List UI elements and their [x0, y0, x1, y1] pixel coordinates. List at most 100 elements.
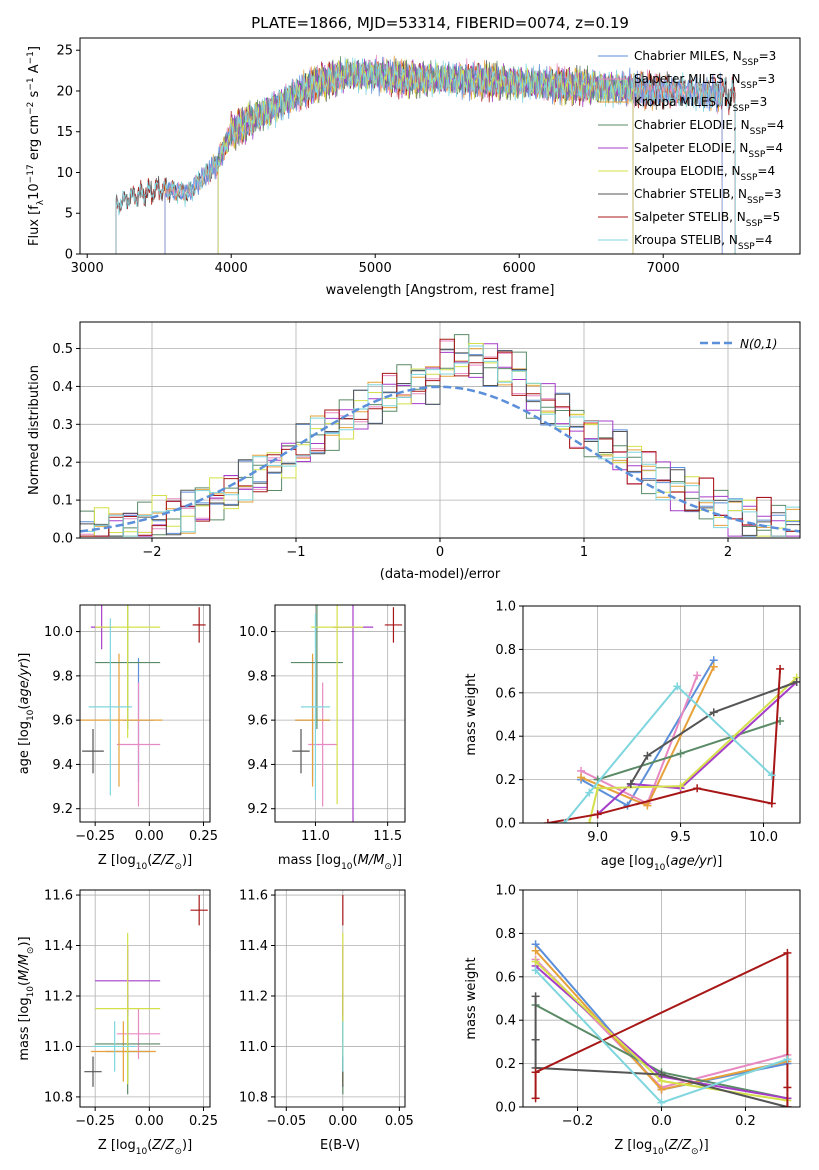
- x-axis-label-part: 10: [136, 1147, 148, 1157]
- x-axis-label-part: ⊙: [174, 862, 182, 872]
- weight-marker: [673, 682, 682, 691]
- weight-marker: [676, 782, 685, 791]
- y-axis-label-part: )]: [17, 653, 32, 663]
- legend-entry-part: SSP: [741, 81, 758, 91]
- x-axis-label-part: mass [log: [278, 853, 341, 868]
- x-axis-label: E(B-V): [320, 1138, 360, 1153]
- x-axis-label-part: Z/Z: [151, 853, 175, 868]
- plot-area: [84, 895, 208, 1095]
- weight-marker: [776, 664, 785, 673]
- errorbar-point: [88, 618, 132, 796]
- weight-vs-metallicity-panel: −0.2 0.0 0.2 0.0 0.2 0.4 0.6 0.8 1.0 Z [log10(Z/Z…: [464, 884, 801, 1157]
- y-tick-label: 10.8: [239, 1090, 268, 1105]
- legend-entry: Salpeter STELIB, NSSP=5: [634, 210, 780, 229]
- weight-marker: [531, 1035, 540, 1044]
- legend-entry-part: Chabrier STELIB, N: [634, 187, 747, 201]
- weight-marker: [783, 1103, 792, 1107]
- x-tick-label: 1: [580, 545, 588, 560]
- legend-entry-part: Salpeter ELODIE, N: [634, 141, 748, 155]
- figure-title: PLATE=1866, MJD=53314, FIBERID=0074, z=0…: [251, 14, 629, 32]
- legend-entry-part: Chabrier MILES, N: [634, 49, 742, 63]
- axes-frame: 11.0 11.5 9.2 9.4 9.6 9.8 10.0: [239, 604, 406, 844]
- x-axis-label-part: 10: [654, 863, 666, 873]
- legend-entry: Kroupa STELIB, NSSP=4: [634, 233, 772, 252]
- y-axis-label-part: mass weight: [464, 957, 479, 1039]
- residuals-panel: −2 −1 0 1 2 0.0 0.1 0.2 0.3 0.4 0.5 (data-model)/er…: [27, 321, 801, 582]
- plot-area: [115, 54, 736, 254]
- legend-entry-part: SSP: [742, 58, 759, 68]
- x-axis-label-part: Z [log: [98, 853, 136, 868]
- x-axis-label-part: (: [147, 853, 152, 868]
- legend-entry-part: =3: [757, 72, 775, 86]
- x-tick-label: 0.25: [189, 829, 218, 844]
- errorbar-point: [292, 729, 310, 774]
- y-tick-label: 0.2: [495, 1057, 516, 1072]
- y-tick-label: 9.6: [247, 714, 268, 729]
- y-tick-label: 9.4: [52, 758, 73, 773]
- y-tick-label: 0.0: [495, 817, 516, 832]
- weight-marker: [693, 784, 702, 793]
- y-tick-label: 11.4: [239, 939, 268, 954]
- y-axis-label-part: )]: [17, 936, 32, 946]
- weight-marker: [643, 751, 652, 760]
- weight-marker: [767, 799, 776, 808]
- y-axis-label-part: 10: [27, 183, 42, 200]
- x-axis-label-part: (: [353, 853, 358, 868]
- axes-frame: −0.05 0.00 0.05 10.8 11.0 11.2 11.4 11.6: [239, 889, 414, 1129]
- axes-box: [274, 604, 406, 823]
- x-tick-label: −0.2: [562, 1114, 594, 1129]
- legend-entry-part: =4: [766, 118, 784, 132]
- x-tick-label: 4000: [215, 261, 248, 276]
- weight-marker: [693, 671, 702, 680]
- y-tick-label: 0.2: [495, 773, 516, 788]
- x-axis-label-part: age/yr: [670, 854, 713, 869]
- weight-marker: [783, 1083, 792, 1092]
- age-vs-mass-panel: 11.0 11.5 9.2 9.4 9.6 9.8 10.0 mass [log10(M/M⊙…: [239, 604, 406, 872]
- y-tick-label: 9.8: [52, 669, 73, 684]
- x-axis-label-part: ⊙: [691, 1147, 699, 1157]
- x-tick-label: 9.0: [587, 830, 608, 845]
- y-axis-label: mass [log10(M/M⊙)]: [17, 936, 36, 1060]
- y-tick-label: 10: [56, 166, 73, 181]
- weight-marker: [531, 1094, 540, 1103]
- weight-marker: [643, 801, 652, 810]
- x-axis-label-part: 10: [136, 862, 148, 872]
- y-tick-label: 1.0: [495, 884, 516, 899]
- weight-marker: [593, 810, 602, 819]
- spectrum-line: [115, 57, 736, 254]
- errorbar-point: [192, 607, 206, 643]
- y-tick-label: 0.0: [495, 1101, 516, 1116]
- x-tick-label: 0.2: [735, 1114, 756, 1129]
- y-tick-label: 0.2: [52, 456, 73, 471]
- legend-entry-part: SSP: [741, 173, 758, 183]
- errorbar-point: [384, 607, 403, 643]
- weight-marker: [560, 819, 569, 823]
- y-tick-label: 10.8: [44, 1090, 73, 1105]
- x-axis-label: Z [log10(Z/Z⊙)]: [98, 853, 192, 872]
- y-tick-label: 0.1: [52, 494, 73, 509]
- legend-entry-part: =3: [750, 95, 768, 109]
- x-axis-label: Z [log10(Z/Z⊙)]: [98, 1138, 192, 1157]
- errorbar-point: [95, 932, 161, 1085]
- y-tick-label: 25: [56, 44, 73, 59]
- x-axis-label-part: Z/Z: [668, 1138, 692, 1153]
- x-axis-label: mass [log10(M/M⊙)]: [278, 853, 402, 872]
- x-axis-label: wavelength [Angstrom, rest frame]: [326, 283, 555, 298]
- x-axis-label-part: (data-model)/error: [380, 567, 501, 582]
- legend-entry-part: SSP: [750, 127, 767, 137]
- x-axis-label-part: )]: [392, 853, 402, 868]
- y-tick-label: 20: [56, 84, 73, 99]
- x-axis-label-part: )]: [182, 853, 192, 868]
- plot-area: [543, 656, 800, 823]
- x-axis-label-part: Z [log: [98, 1138, 136, 1153]
- x-tick-label: 11.0: [301, 829, 330, 844]
- legend-entry-part: SSP: [733, 104, 750, 114]
- y-tick-label: 11.2: [44, 989, 73, 1004]
- x-tick-label: −0.05: [266, 1114, 306, 1129]
- axes-frame: −0.25 0.00 0.25 10.8 11.0 11.2 11.4 11.6: [44, 889, 218, 1129]
- legend-entry-part: SSP: [746, 219, 763, 229]
- legend-entry-part: Salpeter STELIB, N: [634, 210, 746, 224]
- x-tick-label: 2: [724, 545, 732, 560]
